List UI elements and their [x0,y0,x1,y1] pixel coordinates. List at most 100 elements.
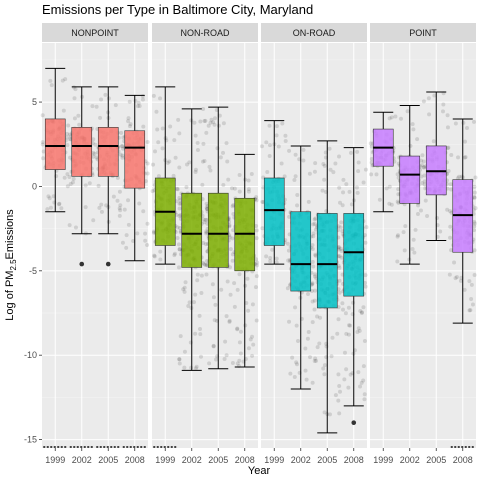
jitter-point [403,224,408,229]
jitter-point [91,137,96,142]
jitter-point [104,203,109,208]
jitter-point [156,140,161,145]
jitter-point [327,146,332,151]
jitter-point [465,125,470,130]
jitter-point [260,199,265,204]
jitter-point [124,245,129,250]
jitter-point [249,171,254,176]
panel-non-road: NON-ROAD 1999 2002 2005 2008 [150,23,260,465]
outlier-point [105,261,111,267]
jitter-point [449,248,454,253]
jitter-point [348,372,353,377]
jitter-point [221,182,226,187]
jitter-point [177,357,182,362]
jitter-point [225,159,230,164]
jitter-point [253,285,258,290]
jitter-point [312,169,317,174]
jitter-point [321,366,326,371]
jitter-point [145,221,150,226]
jitter-point [227,318,232,323]
jitter-point [165,160,170,165]
jitter-point [227,319,232,324]
jitter-point [177,357,182,362]
jitter-point [355,330,360,335]
jitter-point [237,272,242,277]
jitter-point [377,197,382,202]
jitter-point [395,199,400,204]
jitter-point [94,155,99,160]
jitter-point [227,235,232,240]
box-nonpoint-2008 [119,94,150,448]
jitter-point [362,392,367,397]
jitter-point [346,385,351,390]
jitter-point [322,372,327,377]
jitter-point [330,335,335,340]
box-point-2002 [395,104,425,265]
jitter-point [143,238,148,243]
jitter-point [226,177,231,182]
jitter-point [200,159,205,164]
jitter-point [194,364,199,369]
jitter-point [374,172,379,177]
jitter-point [463,155,468,160]
jitter-point [64,135,69,140]
jitter-point [447,272,452,277]
jitter-point [246,346,251,351]
jitter-point [467,279,472,284]
x-tick-label: 2005 [317,455,337,465]
jitter-point [140,97,145,102]
jitter-point [40,142,45,147]
box-nonpoint-2002 [67,85,97,448]
jitter-point [318,315,323,320]
jitter-point [423,198,428,203]
jitter-point [295,193,300,198]
jitter-point [389,202,394,207]
jitter-point [369,160,374,165]
jitter-point [364,225,369,230]
jitter-point [448,209,453,214]
x-tick-label: 2008 [235,455,255,465]
jitter-point [193,331,198,336]
jitter-point [203,217,208,222]
jitter-point [224,141,229,146]
y-tick-label: -15 [24,435,37,445]
jitter-point [313,227,318,232]
jitter-point [313,272,318,277]
strip-label: NON-ROAD [181,28,230,38]
jitter-point [311,231,316,236]
jitter-point [155,127,160,132]
jitter-point [182,365,187,370]
jitter-point [338,246,343,251]
jitter-point [362,338,367,343]
jitter-point [227,265,232,270]
jitter-point [337,278,342,283]
jitter-point [195,272,200,277]
jitter-point [254,274,259,279]
jitter-point [445,207,450,212]
jitter-point [274,260,279,265]
jitter-point [311,234,316,239]
jitter-point [184,185,189,190]
jitter-point [315,314,320,319]
jitter-point [307,171,312,176]
jitter-point [310,281,315,286]
jitter-point [203,118,208,123]
jitter-point [339,255,344,260]
jitter-point [175,187,180,192]
jitter-point [158,249,163,254]
box-on-road-1999 [259,120,288,265]
jitter-point [238,329,243,334]
jitter-point [413,227,418,232]
jitter-point [211,344,216,349]
jitter-point [158,96,163,101]
y-tick-label: -5 [29,266,37,276]
jitter-point [145,242,150,247]
jitter-point [175,236,180,241]
jitter-point [177,165,182,170]
jitter-point [202,159,207,164]
jitter-point [362,397,367,402]
jitter-point [337,254,342,259]
jitter-point [453,276,458,281]
jitter-point [230,258,235,263]
outlier-point [79,261,85,267]
